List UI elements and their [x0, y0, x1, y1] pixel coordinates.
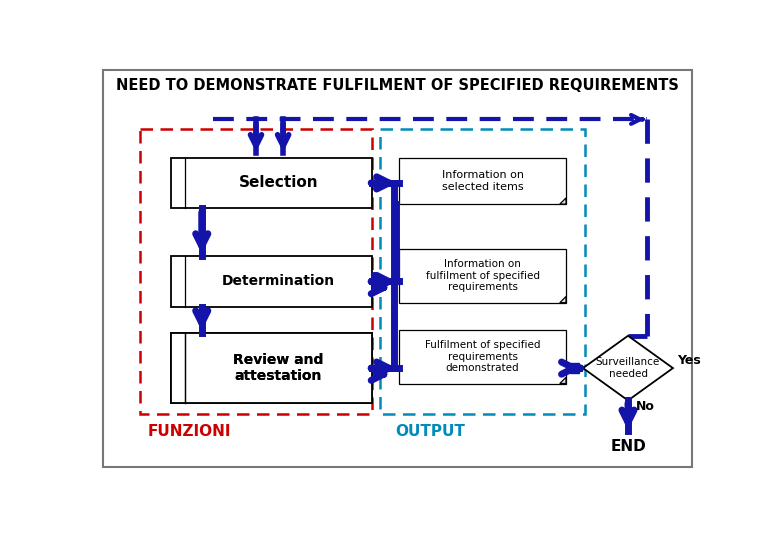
FancyBboxPatch shape	[399, 249, 566, 303]
Text: Fulfilment of specified
requirements
demonstrated: Fulfilment of specified requirements dem…	[425, 340, 541, 373]
FancyBboxPatch shape	[103, 70, 692, 467]
FancyBboxPatch shape	[171, 256, 372, 306]
Text: Surveillance
needed: Surveillance needed	[596, 357, 660, 379]
Text: Information on
fulfilment of specified
requirements: Information on fulfilment of specified r…	[426, 259, 540, 292]
Text: No: No	[636, 400, 655, 413]
Polygon shape	[583, 336, 673, 400]
Bar	[570, 364, 579, 373]
Text: FUNZIONI: FUNZIONI	[148, 424, 231, 439]
Text: Determination: Determination	[222, 274, 335, 288]
Polygon shape	[559, 296, 566, 303]
Text: NEED TO DEMONSTRATE FULFILMENT OF SPECIFIED REQUIREMENTS: NEED TO DEMONSTRATE FULFILMENT OF SPECIF…	[117, 78, 679, 93]
Polygon shape	[559, 198, 566, 204]
FancyBboxPatch shape	[171, 334, 372, 403]
Text: END: END	[610, 439, 646, 454]
Polygon shape	[559, 377, 566, 384]
Text: Information on
selected items: Information on selected items	[441, 170, 524, 192]
Text: Review and
attestation: Review and attestation	[233, 353, 324, 383]
FancyBboxPatch shape	[399, 329, 566, 384]
Text: Yes: Yes	[677, 354, 701, 367]
FancyBboxPatch shape	[399, 158, 566, 204]
Text: Review and
attestation: Review and attestation	[233, 353, 324, 383]
Text: Selection: Selection	[239, 175, 319, 190]
FancyBboxPatch shape	[171, 334, 372, 403]
Text: OUTPUT: OUTPUT	[395, 424, 465, 439]
FancyBboxPatch shape	[171, 158, 372, 208]
